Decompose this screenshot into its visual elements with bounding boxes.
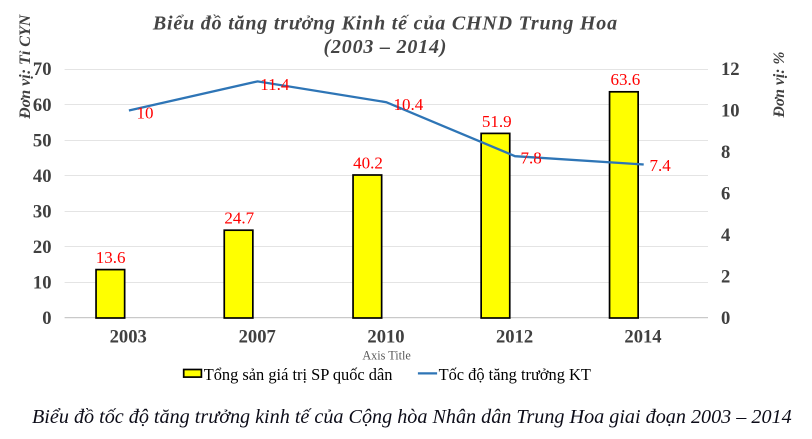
svg-text:2003: 2003 xyxy=(110,326,147,347)
svg-text:Biểu đồ tăng trưởng Kinh tế củ: Biểu đồ tăng trưởng Kinh tế của CHND Tru… xyxy=(152,13,618,35)
svg-text:2010: 2010 xyxy=(367,326,404,347)
svg-text:(2003 – 2014): (2003 – 2014) xyxy=(324,36,448,58)
svg-text:0: 0 xyxy=(42,308,51,329)
svg-text:63.6: 63.6 xyxy=(611,70,641,89)
svg-text:Đơn vị: %: Đơn vị: % xyxy=(771,52,788,119)
svg-text:10: 10 xyxy=(137,103,154,122)
svg-text:Đơn vị: Tỉ CYN: Đơn vị: Tỉ CYN xyxy=(17,13,34,120)
svg-text:11.4: 11.4 xyxy=(260,75,290,94)
svg-text:7.8: 7.8 xyxy=(521,149,542,168)
svg-text:10: 10 xyxy=(721,101,740,122)
svg-text:24.7: 24.7 xyxy=(224,209,254,228)
svg-text:6: 6 xyxy=(721,184,730,205)
svg-text:0: 0 xyxy=(721,308,730,329)
svg-text:50: 50 xyxy=(33,130,52,151)
svg-text:60: 60 xyxy=(33,95,52,116)
svg-text:13.6: 13.6 xyxy=(96,248,126,267)
svg-text:7.4: 7.4 xyxy=(650,156,672,175)
svg-text:8: 8 xyxy=(721,142,730,163)
svg-text:51.9: 51.9 xyxy=(482,112,512,131)
svg-text:20: 20 xyxy=(33,237,52,258)
svg-text:30: 30 xyxy=(33,202,52,223)
svg-text:10.4: 10.4 xyxy=(394,95,424,114)
svg-text:40: 40 xyxy=(33,166,52,187)
svg-text:2012: 2012 xyxy=(496,326,533,347)
svg-text:10: 10 xyxy=(33,273,52,294)
svg-text:4: 4 xyxy=(721,225,730,246)
svg-text:2: 2 xyxy=(721,267,730,288)
svg-text:40.2: 40.2 xyxy=(353,153,383,172)
svg-text:12: 12 xyxy=(721,59,740,80)
svg-text:Tổng sản giá trị SP quốc dân: Tổng sản giá trị SP quốc dân xyxy=(204,365,393,384)
svg-text:2014: 2014 xyxy=(624,326,661,347)
svg-text:Tốc độ tăng trưởng KT: Tốc độ tăng trưởng KT xyxy=(439,365,591,384)
svg-text:Axis Title: Axis Title xyxy=(362,349,410,363)
svg-text:70: 70 xyxy=(33,59,52,80)
svg-text:2007: 2007 xyxy=(239,326,276,347)
svg-text:Biểu đồ tốc độ tăng trưởng kin: Biểu đồ tốc độ tăng trưởng kinh tế của C… xyxy=(32,406,792,428)
